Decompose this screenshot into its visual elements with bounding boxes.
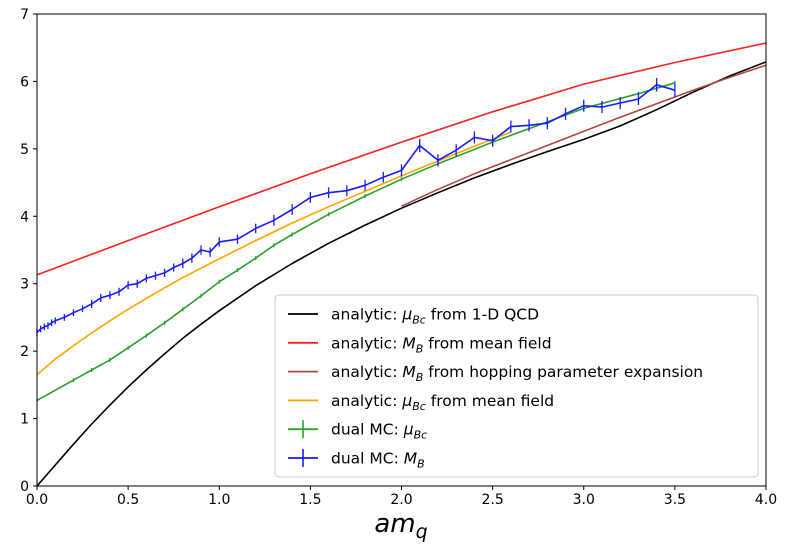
series-layer	[36, 42, 767, 487]
legend-label: analytic: μBc from 1-D QCD	[331, 306, 539, 327]
x-axis-label-subscript: q	[416, 521, 428, 543]
series-2	[401, 64, 767, 207]
y-tick-label: 5	[20, 142, 29, 158]
series-line	[401, 64, 767, 207]
y-tick-label: 7	[20, 7, 29, 23]
legend-entry: analytic: μBc from mean field	[288, 392, 554, 413]
series-line	[36, 61, 767, 487]
legend: analytic: μBc from 1-D QCD analytic: MB f…	[274, 294, 759, 478]
y-tick-label: 1	[20, 412, 29, 428]
legend-entry: dual MC: μBc	[288, 420, 427, 442]
x-tick-label: 3.5	[664, 492, 686, 508]
legend-label: analytic: μBc from mean field	[331, 392, 554, 413]
legend-entry: analytic: MB from hopping parameter expa…	[288, 363, 703, 384]
y-tick-label: 4	[20, 209, 29, 225]
x-tick-label: 2.5	[481, 492, 503, 508]
x-tick-label: 1.5	[299, 492, 321, 508]
series-1	[36, 42, 767, 276]
y-tick-label: 0	[20, 479, 29, 495]
y-tick-label: 2	[20, 344, 29, 360]
legend-label: dual MC: MB	[331, 450, 425, 471]
y-axis: 0 1 2 3 4 5 6 7	[20, 7, 37, 495]
x-tick-label: 1.0	[208, 492, 230, 508]
x-axis-label: amq	[374, 509, 427, 543]
x-tick-label: 0.5	[117, 492, 139, 508]
x-tick-label: 0.0	[26, 492, 48, 508]
legend-frame	[274, 294, 759, 478]
y-tick-label: 6	[20, 74, 29, 90]
x-axis: 0.0 0.5 1.0 1.5 2.0 2.5 3.0 3.5 4.0	[26, 486, 777, 508]
x-tick-label: 2.0	[390, 492, 412, 508]
x-tick-label: 3.0	[573, 492, 595, 508]
x-tick-label: 4.0	[755, 492, 777, 508]
legend-label: analytic: MB from mean field	[331, 334, 552, 355]
series-0	[36, 61, 767, 487]
y-tick-label: 3	[20, 277, 29, 293]
series-line	[36, 42, 767, 276]
legend-entry: dual MC: MB	[288, 449, 425, 471]
series-5	[36, 78, 676, 336]
legend-entry: analytic: MB from mean field	[288, 334, 552, 355]
legend-label: dual MC: μBc	[331, 421, 427, 442]
legend-label: analytic: MB from hopping parameter expa…	[331, 363, 703, 384]
legend-entry: analytic: μBc from 1-D QCD	[288, 306, 539, 327]
series-4	[36, 80, 676, 402]
